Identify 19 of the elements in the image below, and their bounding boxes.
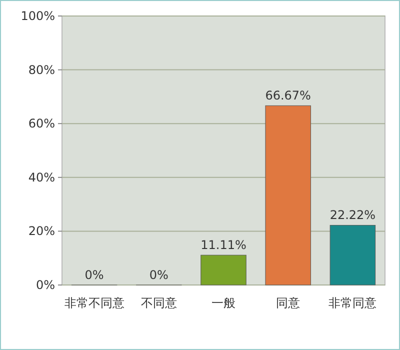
y-tick-label: 60% <box>28 116 55 131</box>
y-tick-label: 100% <box>20 9 55 23</box>
data-label: 0% <box>84 268 104 282</box>
y-tick-label: 20% <box>28 224 55 238</box>
x-tick-label: 同意 <box>276 296 300 310</box>
x-tick-label: 非常同意 <box>328 296 377 310</box>
data-label: 66.67% <box>265 88 311 103</box>
data-label: 11.11% <box>200 238 246 252</box>
y-tick-label: 0% <box>36 278 55 292</box>
bar <box>330 224 376 286</box>
x-tick-label: 非常不同意 <box>64 296 124 310</box>
x-tick-label: 不同意 <box>140 296 177 310</box>
data-label: 22.22% <box>330 208 376 222</box>
y-tick-label: 80% <box>28 62 55 77</box>
bar <box>200 254 246 286</box>
x-tick-label: 一般 <box>212 296 236 310</box>
y-tick-label: 40% <box>28 170 55 184</box>
bar <box>265 105 311 286</box>
data-label: 0% <box>149 268 168 282</box>
